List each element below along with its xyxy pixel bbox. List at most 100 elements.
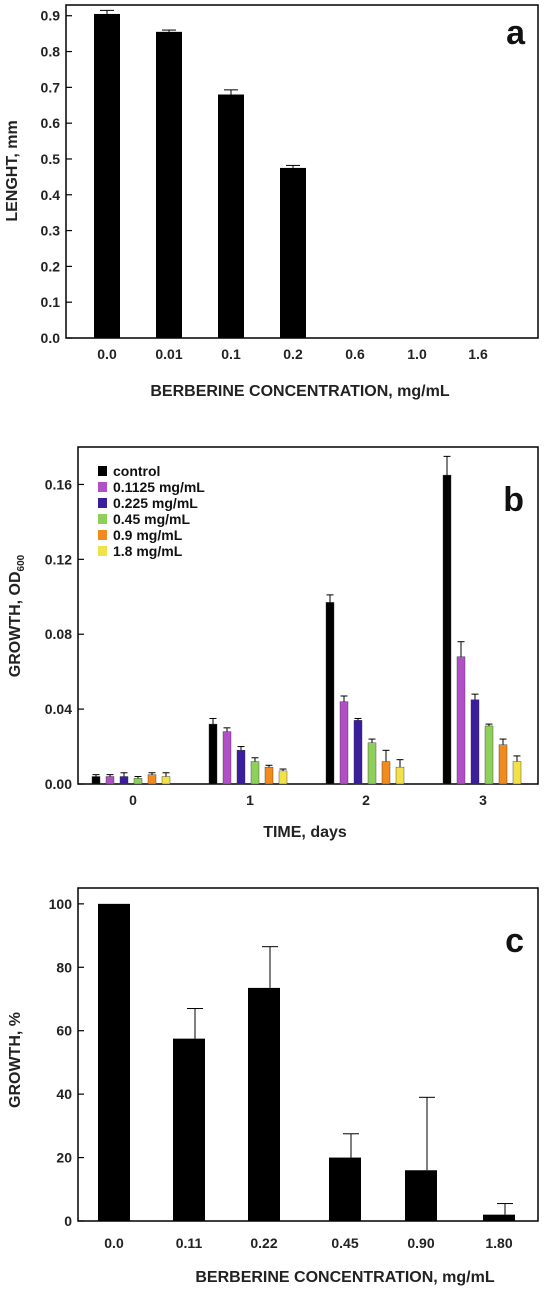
x-tick-label: 0.45 bbox=[331, 1235, 358, 1251]
panel-b-ylabel-subscript: 600 bbox=[16, 554, 27, 571]
bar bbox=[483, 1214, 515, 1221]
bar bbox=[339, 701, 349, 785]
x-tick-label: 3 bbox=[479, 792, 487, 808]
panel-a-bars bbox=[94, 9, 306, 339]
y-tick-label: 40 bbox=[56, 1086, 72, 1102]
legend-swatch bbox=[98, 498, 107, 508]
y-tick-label: 0.3 bbox=[41, 223, 61, 239]
bar bbox=[325, 602, 335, 785]
bar bbox=[280, 167, 306, 338]
legend-swatch bbox=[98, 546, 107, 556]
panel-c-letter: c bbox=[505, 922, 524, 960]
bar bbox=[278, 770, 288, 785]
x-tick-label: 0.2 bbox=[283, 346, 303, 362]
bar bbox=[512, 761, 522, 785]
bar bbox=[405, 1170, 437, 1221]
panel-b-y-ticks: 0.00 0.04 0.08 0.12 0.16 bbox=[45, 476, 84, 792]
x-tick-label: 0.6 bbox=[345, 346, 365, 362]
bar bbox=[498, 744, 508, 785]
panel-b: b TIME, days GROWTH, OD600 0.000.040.080… bbox=[7, 446, 539, 841]
y-tick-label: 0.4 bbox=[41, 187, 61, 203]
panel-a-letter: a bbox=[506, 14, 526, 52]
panel-b-x-ticks: 0 1 2 3 bbox=[129, 792, 487, 808]
bar bbox=[91, 776, 101, 785]
y-tick-label: 100 bbox=[49, 896, 73, 912]
y-tick-label: 0.9 bbox=[41, 8, 61, 24]
legend-label: 0.9 mg/mL bbox=[113, 527, 183, 543]
bar bbox=[329, 1157, 361, 1221]
bar bbox=[470, 699, 480, 785]
y-tick-label: 0 bbox=[64, 1213, 72, 1229]
bar bbox=[264, 766, 274, 785]
legend-label: 0.1125 mg/mL bbox=[113, 479, 205, 495]
panel-b-xlabel: TIME, days bbox=[263, 824, 347, 841]
bar bbox=[173, 1038, 205, 1221]
legend-swatch bbox=[98, 530, 107, 540]
panel-a-ylabel: LENGHT, mm bbox=[4, 120, 21, 221]
bar bbox=[147, 774, 157, 785]
y-tick-label: 0.04 bbox=[45, 701, 72, 717]
x-tick-label: 1.6 bbox=[468, 346, 488, 362]
bar bbox=[98, 903, 130, 1221]
panel-c-y-ticks: 0 20 40 60 80 100 bbox=[49, 896, 84, 1229]
y-tick-label: 0.16 bbox=[45, 476, 72, 492]
bar bbox=[236, 750, 246, 785]
bar bbox=[222, 731, 232, 785]
x-tick-label: 0 bbox=[129, 792, 137, 808]
panel-a-xlabel: BERBERINE CONCENTRATION, mg/mL bbox=[150, 383, 449, 400]
x-tick-label: 0.0 bbox=[97, 346, 117, 362]
bar bbox=[94, 13, 120, 339]
bar bbox=[456, 656, 466, 785]
y-tick-label: 0.8 bbox=[41, 44, 61, 60]
y-tick-label: 60 bbox=[56, 1023, 72, 1039]
x-tick-label: 0.01 bbox=[155, 346, 182, 362]
x-tick-label: 1.80 bbox=[485, 1235, 512, 1251]
panel-b-ylabel: GROWTH, OD600 bbox=[7, 554, 27, 677]
legend-label: 1.8 mg/mL bbox=[113, 543, 183, 559]
y-tick-label: 0.5 bbox=[41, 151, 61, 167]
legend-label: 0.45 mg/mL bbox=[113, 511, 190, 527]
y-tick-label: 20 bbox=[56, 1150, 72, 1166]
bar bbox=[367, 742, 377, 785]
bar bbox=[156, 31, 182, 339]
x-tick-label: 1 bbox=[246, 792, 254, 808]
y-tick-label: 0.00 bbox=[45, 776, 72, 792]
bar bbox=[105, 776, 115, 785]
x-tick-label: 0.0 bbox=[104, 1235, 124, 1251]
y-tick-label: 0.7 bbox=[41, 79, 61, 95]
panel-c-bars bbox=[98, 903, 515, 1221]
x-tick-label: 0.1 bbox=[221, 346, 241, 362]
legend-swatch bbox=[98, 514, 107, 524]
x-tick-label: 0.11 bbox=[176, 1235, 203, 1251]
bar bbox=[119, 776, 129, 785]
y-tick-label: 0.08 bbox=[45, 626, 72, 642]
bar bbox=[484, 725, 494, 785]
panel-b-letter: b bbox=[503, 481, 524, 519]
legend-swatch bbox=[98, 482, 107, 492]
panel-b-ylabel-main: GROWTH, OD bbox=[7, 571, 24, 677]
x-tick-label: 0.22 bbox=[250, 1235, 277, 1251]
bar bbox=[442, 474, 452, 785]
panel-a: a BERBERINE CONCENTRATION, mg/mL LENGHT,… bbox=[4, 4, 539, 400]
y-tick-label: 0.12 bbox=[45, 551, 72, 567]
x-tick-label: 1.0 bbox=[407, 346, 427, 362]
legend-label: control bbox=[113, 463, 160, 479]
panel-b-plot-frame bbox=[77, 446, 539, 785]
panel-a-y-ticks: 0.0 0.1 0.2 0.3 0.4 0.5 0.6 0.7 0.8 0.9 bbox=[41, 8, 72, 346]
bar bbox=[248, 987, 280, 1221]
bar bbox=[208, 723, 218, 785]
y-tick-label: 80 bbox=[56, 959, 72, 975]
x-tick-label: 0.90 bbox=[407, 1235, 434, 1251]
legend-swatch bbox=[98, 466, 107, 476]
bar bbox=[218, 94, 244, 338]
panel-c-xlabel: BERBERINE CONCENTRATION, mg/mL bbox=[195, 1269, 494, 1286]
bar bbox=[161, 776, 171, 785]
panel-c-x-ticks: 0.0 0.11 0.22 0.45 0.90 1.80 bbox=[104, 1235, 513, 1251]
panel-b-bars bbox=[91, 455, 522, 785]
y-tick-label: 0.6 bbox=[41, 115, 61, 131]
bar bbox=[381, 761, 391, 785]
panel-c-plot-frame bbox=[77, 887, 539, 1222]
bar bbox=[250, 761, 260, 785]
